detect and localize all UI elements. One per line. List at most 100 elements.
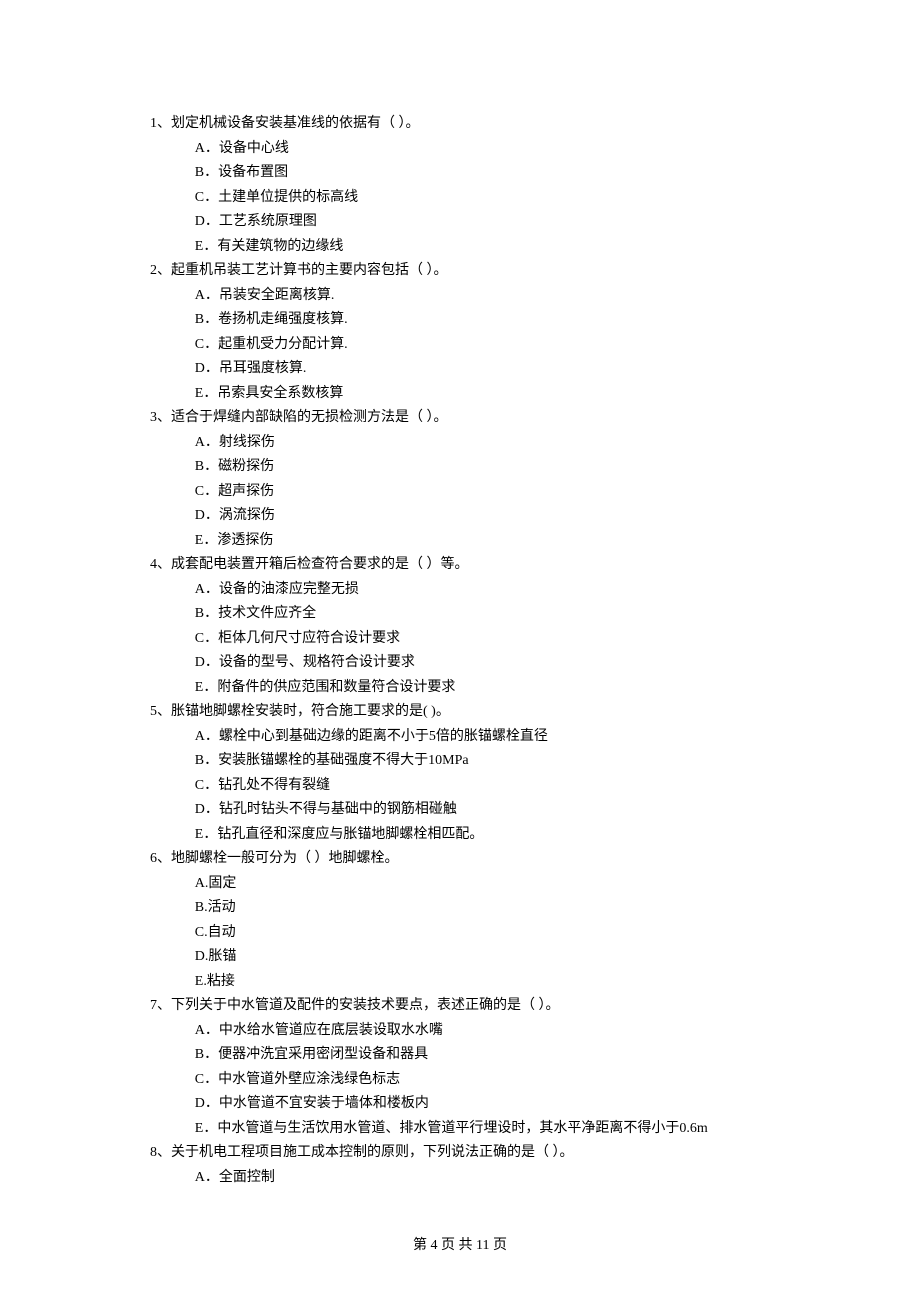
option-text: 设备布置图: [218, 165, 288, 180]
question-stem-text: 成套配电装置开箱后检查符合要求的是（ ）等。: [171, 557, 469, 572]
question-option: B．磁粉探伤: [150, 455, 770, 480]
option-label: D．: [195, 214, 219, 229]
question-option: E．有关建筑物的边缘线: [150, 235, 770, 260]
option-text: 钻孔处不得有裂缝: [218, 778, 330, 793]
option-label: B．: [195, 606, 218, 621]
option-text: 便器冲洗宜采用密闭型设备和器具: [218, 1047, 428, 1062]
option-label: B．: [195, 459, 218, 474]
question-option: A．设备的油漆应完整无损: [150, 578, 770, 603]
option-label: D．: [195, 508, 219, 523]
question-option: D．设备的型号、规格符合设计要求: [150, 651, 770, 676]
option-label: E．: [195, 1121, 218, 1136]
question: 7、下列关于中水管道及配件的安装技术要点，表述正确的是（ ）。 A．中水给水管道应…: [150, 994, 770, 1141]
question-number: 8、: [150, 1145, 171, 1160]
question-option: A．设备中心线: [150, 137, 770, 162]
question-option: C.自动: [150, 921, 770, 946]
question-option: C．超声探伤: [150, 480, 770, 505]
option-text: 自动: [208, 925, 236, 940]
question-number: 7、: [150, 998, 171, 1013]
option-text: 技术文件应齐全: [218, 606, 316, 621]
option-label: A．: [195, 582, 219, 597]
question-stem: 8、关于机电工程项目施工成本控制的原则，下列说法正确的是（ ）。: [150, 1141, 770, 1166]
question-stem: 2、起重机吊装工艺计算书的主要内容包括（ ）。: [150, 259, 770, 284]
option-text: 磁粉探伤: [218, 459, 274, 474]
question-option: E．中水管道与生活饮用水管道、排水管道平行埋设时，其水平净距离不得小于0.6m: [150, 1117, 770, 1142]
page: 1、划定机械设备安装基准线的依据有（ ）。A．设备中心线B．设备布置图C．土建单…: [0, 0, 920, 1302]
question-option: A．吊装安全距离核算.: [150, 284, 770, 309]
option-label: D.: [195, 949, 209, 964]
question-option: C．土建单位提供的标高线: [150, 186, 770, 211]
option-text: 附备件的供应范围和数量符合设计要求: [217, 680, 455, 695]
option-label: D．: [195, 655, 219, 670]
option-label: A．: [195, 435, 219, 450]
question-option: B.活动: [150, 896, 770, 921]
option-text: 射线探伤: [219, 435, 275, 450]
question-option: C．柜体几何尺寸应符合设计要求: [150, 627, 770, 652]
option-text: 胀锚: [208, 949, 236, 964]
option-label: E．: [195, 386, 218, 401]
option-text: 固定: [208, 876, 236, 891]
question-option: E．附备件的供应范围和数量符合设计要求: [150, 676, 770, 701]
option-text: 设备的油漆应完整无损: [219, 582, 359, 597]
option-text: 螺栓中心到基础边缘的距离不小于5倍的胀锚螺栓直径: [219, 729, 548, 744]
option-text: 吊索具安全系数核算: [217, 386, 343, 401]
question-option: E．钻孔直径和深度应与胀锚地脚螺栓相匹配。: [150, 823, 770, 848]
option-label: A．: [195, 1023, 219, 1038]
question-option: C．起重机受力分配计算.: [150, 333, 770, 358]
question-option: E．渗透探伤: [150, 529, 770, 554]
footer-total-pages: 11: [476, 1238, 489, 1253]
option-text: 工艺系统原理图: [219, 214, 317, 229]
question-number: 3、: [150, 410, 171, 425]
option-label: A．: [195, 288, 219, 303]
option-text: 钻孔直径和深度应与胀锚地脚螺栓相匹配。: [217, 827, 483, 842]
question-option: C．钻孔处不得有裂缝: [150, 774, 770, 799]
option-label: A．: [195, 141, 219, 156]
question-option: E．吊索具安全系数核算: [150, 382, 770, 407]
question-stem-text: 起重机吊装工艺计算书的主要内容包括（ ）。: [171, 263, 448, 278]
question-stem-text: 划定机械设备安装基准线的依据有（ ）。: [171, 116, 420, 131]
question-stem: 4、成套配电装置开箱后检查符合要求的是（ ）等。: [150, 553, 770, 578]
question-stem-text: 下列关于中水管道及配件的安装技术要点，表述正确的是（ ）。: [171, 998, 560, 1013]
option-label: E.: [195, 974, 207, 989]
option-label: B．: [195, 1047, 218, 1062]
option-label: B．: [195, 165, 218, 180]
option-text: 有关建筑物的边缘线: [217, 239, 343, 254]
question-stem: 1、划定机械设备安装基准线的依据有（ ）。: [150, 112, 770, 137]
option-label: C．: [195, 631, 218, 646]
question: 1、划定机械设备安装基准线的依据有（ ）。A．设备中心线 B．设备布置图 C．土建单…: [150, 112, 770, 259]
question-option: A．射线探伤: [150, 431, 770, 456]
option-label: A．: [195, 1170, 219, 1185]
question-option: B．便器冲洗宜采用密闭型设备和器具: [150, 1043, 770, 1068]
option-label: C.: [195, 925, 208, 940]
question-number: 2、: [150, 263, 171, 278]
option-text: 中水管道不宜安装于墙体和楼板内: [219, 1096, 429, 1111]
question-option: B．安装胀锚螺栓的基础强度不得大于10MPa: [150, 749, 770, 774]
question-option: D．钻孔时钻头不得与基础中的钢筋相碰触: [150, 798, 770, 823]
option-text: 中水管道外壁应涂浅绿色标志: [218, 1072, 400, 1087]
question-stem: 3、适合于焊缝内部缺陷的无损检测方法是（ ）。: [150, 406, 770, 431]
footer-prefix: 第: [413, 1238, 431, 1253]
option-text: 全面控制: [219, 1170, 275, 1185]
option-label: C．: [195, 337, 218, 352]
question-stem: 5、胀锚地脚螺栓安装时，符合施工要求的是( )。: [150, 700, 770, 725]
option-label: E．: [195, 533, 218, 548]
question-stem: 6、地脚螺栓一般可分为（ ）地脚螺栓。: [150, 847, 770, 872]
question-option: D．中水管道不宜安装于墙体和楼板内: [150, 1092, 770, 1117]
question: 2、起重机吊装工艺计算书的主要内容包括（ ）。A．吊装安全距离核算.B．卷扬机走…: [150, 259, 770, 406]
option-text: 设备的型号、规格符合设计要求: [219, 655, 415, 670]
question-option: A．中水给水管道应在底层装设取水水嘴: [150, 1019, 770, 1044]
question-option: D．涡流探伤: [150, 504, 770, 529]
option-label: B．: [195, 312, 218, 327]
question-option: D．工艺系统原理图: [150, 210, 770, 235]
question-option: B．卷扬机走绳强度核算.: [150, 308, 770, 333]
question-option: C．中水管道外壁应涂浅绿色标志: [150, 1068, 770, 1093]
question-stem-text: 关于机电工程项目施工成本控制的原则，下列说法正确的是（ ）。: [171, 1145, 574, 1160]
option-text: 超声探伤: [218, 484, 274, 499]
question-option: A.固定: [150, 872, 770, 897]
option-text: 卷扬机走绳强度核算.: [218, 312, 348, 327]
option-text: 渗透探伤: [217, 533, 273, 548]
question: 3、适合于焊缝内部缺陷的无损检测方法是（ ）。A．射线探伤B．磁粉探伤C．超声探…: [150, 406, 770, 553]
option-text: 活动: [208, 900, 236, 915]
option-label: B.: [195, 900, 208, 915]
option-text: 中水管道与生活饮用水管道、排水管道平行埋设时，其水平净距离不得小于0.6m: [217, 1121, 707, 1136]
